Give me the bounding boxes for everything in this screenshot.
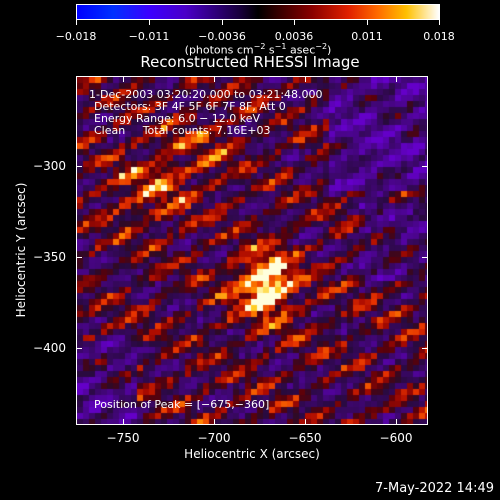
y-tick-mark [422, 348, 428, 349]
colorbar-tick-label: −0.018 [55, 30, 97, 43]
y-tick-label: −350 [33, 250, 66, 264]
info-peak-position: Position of Peak = [−675,−360] [94, 398, 270, 411]
x-axis-label: Heliocentric X (arcsec) [184, 447, 320, 461]
colorbar-tick-label: 0.018 [423, 30, 455, 43]
x-tick-mark [214, 76, 215, 82]
colorbar-tick-mark [294, 20, 295, 25]
x-tick-mark [123, 76, 124, 82]
colorbar [76, 4, 440, 20]
colorbar-tick-label: 0.0036 [274, 30, 314, 43]
rhessi-image-plot: 1-Dec-2003 03:20:20.000 to 03:21:48.000 … [76, 76, 428, 425]
y-tick-mark [422, 257, 428, 258]
colorbar-tick-mark [222, 20, 223, 25]
timestamp: 7-May-2022 14:49 [375, 481, 494, 496]
y-tick-mark [76, 348, 82, 349]
colorbar-tick-mark [149, 20, 150, 25]
y-tick-mark [76, 257, 82, 258]
colorbar-tick-mark [439, 20, 440, 25]
x-tick-mark [396, 419, 397, 425]
info-energy-range: Energy Range: 6.0 − 12.0 keV [94, 112, 261, 125]
colorbar-tick-label: −0.0036 [198, 30, 246, 43]
info-time-range: 1-Dec-2003 03:20:20.000 to 03:21:48.000 [89, 88, 323, 101]
x-tick-label: −700 [197, 431, 231, 445]
x-tick-label: −600 [379, 431, 413, 445]
x-tick-mark [214, 419, 215, 425]
info-clean-counts: Clean Total counts: 7.16E+03 [94, 124, 271, 137]
colorbar-tick-mark [367, 20, 368, 25]
plot-title: Reconstructed RHESSI Image [140, 53, 360, 71]
info-detectors: Detectors: 3F 4F 5F 6F 7F 8F, Att 0 [94, 100, 286, 113]
y-tick-mark [76, 166, 82, 167]
y-tick-label: −400 [33, 341, 66, 355]
x-tick-mark [123, 419, 124, 425]
reconstructed-image [77, 77, 427, 424]
y-tick-label: −300 [33, 159, 66, 173]
colorbar-tick-mark [76, 20, 77, 25]
y-axis-label: Heliocentric Y (arcsec) [14, 182, 28, 318]
y-tick-mark [422, 166, 428, 167]
colorbar-units: (photons cm−2 s−1 asec−2) [184, 42, 332, 57]
x-tick-mark [305, 419, 306, 425]
colorbar-tick-label: 0.011 [351, 30, 383, 43]
x-tick-mark [396, 76, 397, 82]
colorbar-tick-label: −0.011 [128, 30, 170, 43]
x-tick-label: −750 [106, 431, 140, 445]
x-tick-mark [305, 76, 306, 82]
x-tick-label: −650 [288, 431, 322, 445]
